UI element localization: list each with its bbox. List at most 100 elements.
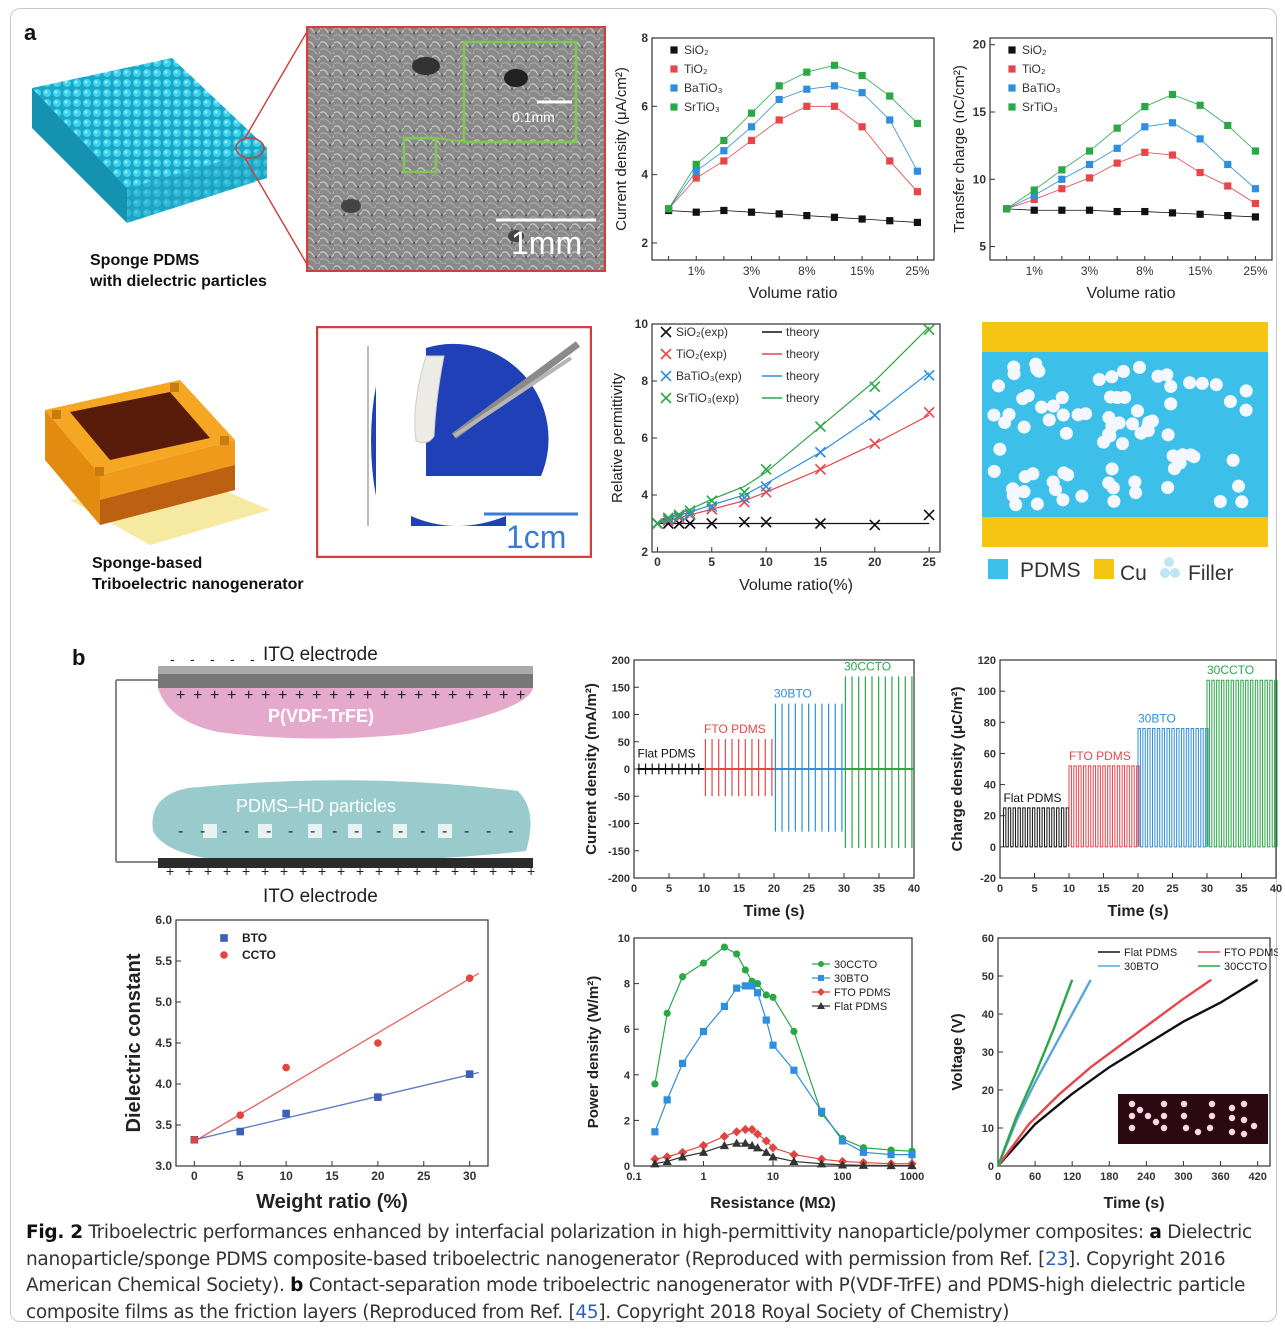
filler-particle [1105, 370, 1119, 384]
legend-marker [818, 961, 824, 967]
x-tick-label: 1 [700, 1171, 706, 1183]
x-axis-label: Resistance (MΩ) [710, 1195, 836, 1212]
plus-charge: + [166, 863, 174, 879]
led-dot [1160, 1124, 1168, 1132]
data-point [803, 68, 811, 76]
x-tick-label: 0 [995, 1171, 1001, 1183]
led-dot [1228, 1114, 1236, 1122]
led-dot [1194, 1128, 1202, 1136]
plus-charge: + [516, 687, 525, 704]
x-tick-label: 120 [1063, 1171, 1081, 1183]
data-point [837, 1160, 848, 1169]
data-point [830, 102, 839, 110]
theory-line-3 [657, 326, 930, 525]
legend-marker [660, 326, 672, 338]
led-dot [1128, 1124, 1136, 1132]
data-point-stroke [814, 446, 827, 458]
legend-label-filler: Filler [1188, 562, 1234, 585]
plus-charge: + [261, 863, 269, 879]
plus-charge: + [261, 687, 270, 704]
x-axis-label: Volume ratio [1087, 285, 1176, 302]
data-point [1168, 209, 1177, 217]
square-wave-2 [1137, 728, 1209, 848]
minus-charge: - [230, 651, 235, 667]
data-point [1058, 185, 1066, 193]
caption-text-4: Contact-separation mode triboelectric na… [26, 1275, 1246, 1323]
legend-marker [670, 103, 678, 111]
legend-marker [1008, 103, 1016, 111]
y-tick-label: 6 [641, 99, 648, 113]
filler-particle [1128, 475, 1142, 489]
data-point [1224, 121, 1232, 130]
data-point-stroke [684, 505, 696, 517]
filler-particle [1239, 384, 1253, 398]
data-point-stroke [706, 503, 718, 515]
data-point [692, 167, 700, 175]
data-point [719, 1140, 730, 1150]
plus-charge: + [432, 863, 440, 879]
minus-charge: - [170, 651, 175, 667]
segment-label: 30BTO [1138, 712, 1176, 726]
data-point [692, 160, 700, 168]
data-point-stroke [738, 516, 750, 528]
led-dot [1208, 1100, 1216, 1108]
minus-charge: - [332, 823, 337, 840]
led-dot [1240, 1116, 1248, 1124]
led-dot [1208, 1112, 1216, 1120]
plot-frame [989, 37, 1273, 261]
y-tick-label: 4.0 [155, 1077, 172, 1091]
led-dot [1160, 1112, 1168, 1120]
chart-relative-permittivity: 2 4 6 8 10 0 5 10 15 20 25 Volume ratio(%) Relative … [609, 317, 941, 594]
data-point [769, 993, 777, 1001]
data-point [1085, 160, 1094, 169]
data-point [1224, 182, 1232, 190]
data-point [1113, 159, 1121, 167]
chart-voltage: 0 10 20 30 40 50 60 0 60 120 180 240 300 360 420 Time (… [949, 933, 1278, 1212]
y-tick-label: 5.5 [155, 954, 172, 968]
data-point [1030, 195, 1038, 204]
positive-charges-electrode: + + + + + + + + + + + + + + + + + + + + [166, 863, 535, 879]
legend-marker [1008, 84, 1016, 92]
data-point [1141, 207, 1149, 216]
x-tick-label: 3% [743, 264, 761, 278]
top-electrode-label: ITO electrode [263, 644, 378, 665]
segment-label: Flat PDMS [638, 747, 696, 761]
minus-charge: - [508, 823, 513, 840]
y-tick-label: 2 [641, 236, 648, 250]
x-tick-label: 20 [768, 883, 780, 895]
legend-swatch-filler [1160, 557, 1180, 578]
plus-charge: + [431, 687, 440, 704]
data-point [374, 1093, 382, 1101]
y-tick-label: -150 [608, 846, 630, 858]
data-point [699, 959, 708, 967]
data-point [913, 188, 922, 196]
data-point-stroke [760, 516, 772, 528]
y-tick-label: 4.5 [155, 1036, 172, 1050]
caption-ref-45[interactable]: 45 [575, 1301, 599, 1323]
tribo-layers-schematic: ITO electrode + + + + + + + + + + + + + + + + + + + + + ----… [115, 644, 535, 907]
plus-charge: + [295, 687, 304, 704]
data-point [858, 71, 866, 80]
x-tick-label: 15 [325, 1169, 339, 1183]
segment-2 [774, 703, 844, 832]
data-point [814, 446, 827, 458]
square-wave-1 [1068, 765, 1140, 848]
x-tick-label: 1% [1026, 264, 1044, 278]
x-tick-label: 25% [905, 264, 929, 278]
theory-line-1 [657, 414, 930, 525]
filler-particle [1002, 408, 1016, 422]
data-point [923, 324, 935, 336]
data-point [913, 119, 922, 127]
segment-3 [844, 676, 914, 849]
caption-ref-23[interactable]: 23 [1045, 1248, 1069, 1270]
filler-particle [1105, 462, 1119, 476]
y-tick-label: -100 [608, 819, 630, 831]
y-tick-label: 2 [624, 1115, 630, 1127]
plus-charge: + [414, 687, 423, 704]
data-point [1030, 191, 1038, 200]
legend-marker-stroke [660, 348, 672, 360]
data-point [747, 1140, 757, 1150]
legend-label: 30CCTO [1224, 961, 1268, 973]
plus-charge: + [413, 863, 421, 879]
data-point [814, 517, 827, 530]
